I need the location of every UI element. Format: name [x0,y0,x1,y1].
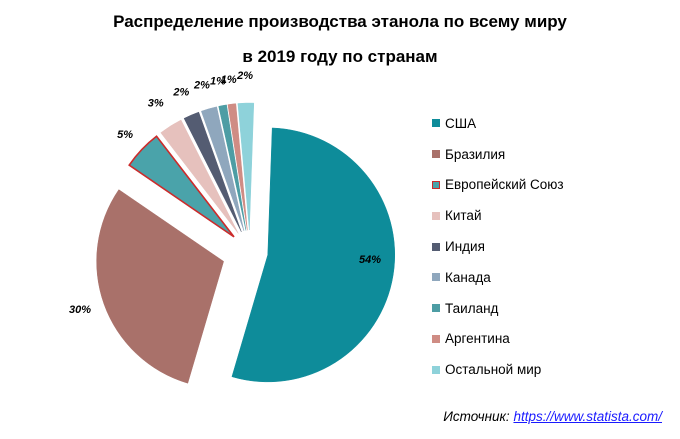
legend-swatch [432,119,440,128]
legend-swatch [432,365,440,374]
legend-swatch [432,334,440,343]
legend-item: Европейский Союз [432,170,564,201]
legend-label: Китай [445,208,482,224]
pie-slice [237,102,255,231]
legend-item: Канада [432,262,564,293]
slice-label: 1% [221,74,237,86]
legend-label: Канада [445,269,491,285]
legend-item: США [432,108,564,139]
legend-swatch [432,211,440,220]
slice-label: 5% [117,129,133,141]
legend-item: Остальной мир [432,354,564,385]
legend-label: Таиланд [445,300,499,316]
legend-label: Европейский Союз [445,177,564,193]
legend-label: США [445,115,477,131]
slice-label: 2% [236,70,253,82]
legend-label: Бразилия [445,146,506,162]
legend-item: Аргентина [432,324,564,355]
legend-item: Китай [432,200,564,231]
legend-item: Бразилия [432,139,564,170]
pie-slice [231,127,396,383]
legend-swatch [432,273,440,282]
legend-swatch [432,242,440,251]
legend-item: Таиланд [432,293,564,324]
slice-label: 30% [69,304,91,316]
legend-label: Аргентина [445,331,510,347]
pie-slice [201,106,245,231]
slice-label: 2% [172,87,189,99]
slice-label: 1% [210,76,226,88]
source-link[interactable]: https://www.statista.com/ [513,409,662,424]
slice-label: 2% [193,79,210,91]
legend-item: Индия [432,231,564,262]
legend-label: Индия [445,239,485,255]
pie-slice [96,189,224,384]
chart-title-line-1: Распределение производства этанола по вс… [113,12,567,31]
legend-label: Остальной мир [445,362,542,378]
source-note: Источник: https://www.statista.com/ [443,409,662,424]
pie-slice [183,111,242,232]
slice-label: 3% [148,97,164,109]
chart-title-line-2: в 2019 году по странам [242,47,438,66]
slice-label: 54% [359,254,381,266]
legend-swatch [432,180,440,189]
pie-slice [128,135,235,238]
chart-legend: США Бразилия Европейский Союз Китай Индия Кан… [432,108,564,385]
pie-slice [218,104,247,231]
pie-slice [160,119,239,234]
source-prefix: Источник: [443,409,510,424]
legend-swatch [432,150,440,159]
pie-slice [227,103,248,231]
legend-swatch [432,304,440,313]
